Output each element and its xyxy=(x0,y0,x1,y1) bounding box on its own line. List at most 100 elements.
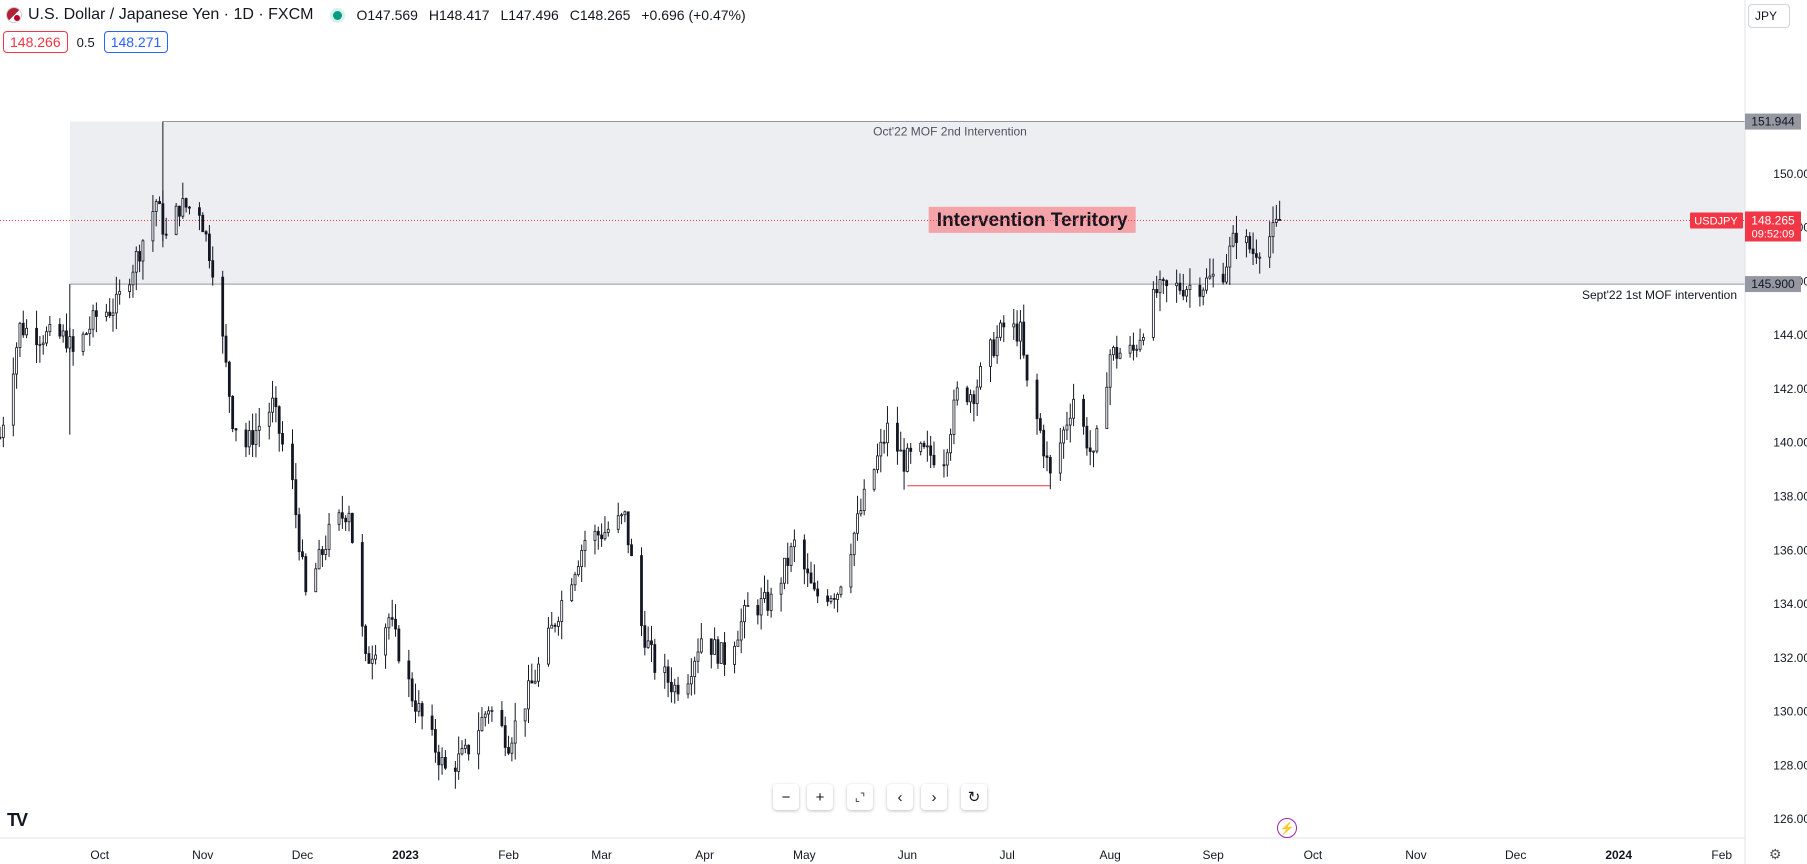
candle[interactable] xyxy=(85,333,88,336)
candle[interactable] xyxy=(480,716,484,732)
candle[interactable] xyxy=(500,709,504,727)
candle[interactable] xyxy=(570,584,574,601)
candle[interactable] xyxy=(394,618,397,630)
candle[interactable] xyxy=(430,715,434,730)
candle[interactable] xyxy=(856,513,859,534)
candle[interactable] xyxy=(593,530,597,541)
candle[interactable] xyxy=(630,544,633,556)
candle[interactable] xyxy=(321,549,324,555)
candle[interactable] xyxy=(1108,354,1112,388)
candle[interactable] xyxy=(929,445,933,456)
gear-icon[interactable]: ⚙ xyxy=(1769,846,1782,862)
candle[interactable] xyxy=(267,411,271,427)
candle[interactable] xyxy=(836,594,839,600)
candle[interactable] xyxy=(503,725,507,748)
candle[interactable] xyxy=(463,744,467,749)
candle[interactable] xyxy=(999,322,1002,338)
candle[interactable] xyxy=(1161,279,1165,281)
candle[interactable] xyxy=(716,639,720,664)
candle[interactable] xyxy=(1015,323,1019,342)
candle[interactable] xyxy=(882,441,886,444)
candle[interactable] xyxy=(88,328,92,335)
candle[interactable] xyxy=(297,514,301,553)
candle[interactable] xyxy=(932,454,936,466)
candle[interactable] xyxy=(443,756,447,769)
candle[interactable] xyxy=(1062,429,1066,444)
candle[interactable] xyxy=(271,397,274,413)
candle[interactable] xyxy=(154,201,158,212)
candle[interactable] xyxy=(1035,379,1039,420)
candle[interactable] xyxy=(204,231,208,235)
candle[interactable] xyxy=(257,425,261,431)
candle[interactable] xyxy=(852,532,856,556)
candle[interactable] xyxy=(234,428,238,431)
candle[interactable] xyxy=(1105,386,1109,429)
candle[interactable] xyxy=(108,311,112,316)
candle[interactable] xyxy=(434,729,437,753)
candle[interactable] xyxy=(1208,275,1212,279)
candle[interactable] xyxy=(1258,256,1262,259)
candle[interactable] xyxy=(759,598,763,616)
candle[interactable] xyxy=(1082,398,1085,427)
candle[interactable] xyxy=(553,624,557,627)
candle[interactable] xyxy=(1,424,5,438)
candle[interactable] xyxy=(208,233,211,261)
candle[interactable] xyxy=(131,271,135,286)
candle[interactable] xyxy=(975,386,979,405)
candle[interactable] xyxy=(736,639,740,647)
candle[interactable] xyxy=(1045,455,1049,458)
candle[interactable] xyxy=(766,591,770,611)
market-status-icon[interactable] xyxy=(333,10,343,20)
candle[interactable] xyxy=(224,335,228,363)
candle[interactable] xyxy=(453,767,457,772)
candle[interactable] xyxy=(689,676,693,685)
candle[interactable] xyxy=(859,510,863,515)
sell-button[interactable]: 148.266 xyxy=(3,31,68,53)
reset-scale-icon[interactable]: ⌞⌝ xyxy=(847,784,873,810)
candle[interactable] xyxy=(387,617,391,629)
candle[interactable] xyxy=(141,240,145,262)
candle[interactable] xyxy=(414,700,417,712)
candle[interactable] xyxy=(876,455,879,471)
candle[interactable] xyxy=(626,511,630,546)
candle[interactable] xyxy=(1012,323,1016,328)
candle[interactable] xyxy=(1274,218,1278,223)
candle[interactable] xyxy=(457,753,461,772)
candle[interactable] xyxy=(1025,354,1029,381)
candle[interactable] xyxy=(364,625,368,654)
candle[interactable] xyxy=(879,441,883,457)
candle[interactable] xyxy=(181,198,185,217)
candle[interactable] xyxy=(1072,398,1075,419)
candle[interactable] xyxy=(1235,232,1238,244)
candle[interactable] xyxy=(550,624,554,629)
candle[interactable] xyxy=(1225,266,1228,283)
candle[interactable] xyxy=(826,595,830,602)
candle[interactable] xyxy=(809,572,813,584)
candle[interactable] xyxy=(118,291,122,295)
candle[interactable] xyxy=(347,512,351,523)
candle[interactable] xyxy=(327,523,331,550)
candle[interactable] xyxy=(972,394,976,405)
candle[interactable] xyxy=(789,546,793,566)
candle[interactable] xyxy=(663,666,667,673)
candle[interactable] xyxy=(872,469,876,490)
candle[interactable] xyxy=(1165,280,1169,287)
candle[interactable] xyxy=(68,336,72,349)
candle[interactable] xyxy=(673,684,677,693)
candle[interactable] xyxy=(547,627,550,665)
candle[interactable] xyxy=(201,214,205,233)
candle[interactable] xyxy=(1138,339,1142,350)
candle[interactable] xyxy=(360,542,364,627)
candle[interactable] xyxy=(151,211,155,242)
candle[interactable] xyxy=(460,748,464,755)
candle[interactable] xyxy=(0,436,2,439)
candle[interactable] xyxy=(1205,277,1208,291)
candle[interactable] xyxy=(925,445,929,448)
candle[interactable] xyxy=(1271,222,1275,238)
candle[interactable] xyxy=(909,447,913,452)
candle[interactable] xyxy=(1092,450,1095,453)
candle[interactable] xyxy=(104,311,108,317)
candle[interactable] xyxy=(783,557,786,584)
candle[interactable] xyxy=(198,207,201,216)
candle[interactable] xyxy=(1151,289,1155,338)
